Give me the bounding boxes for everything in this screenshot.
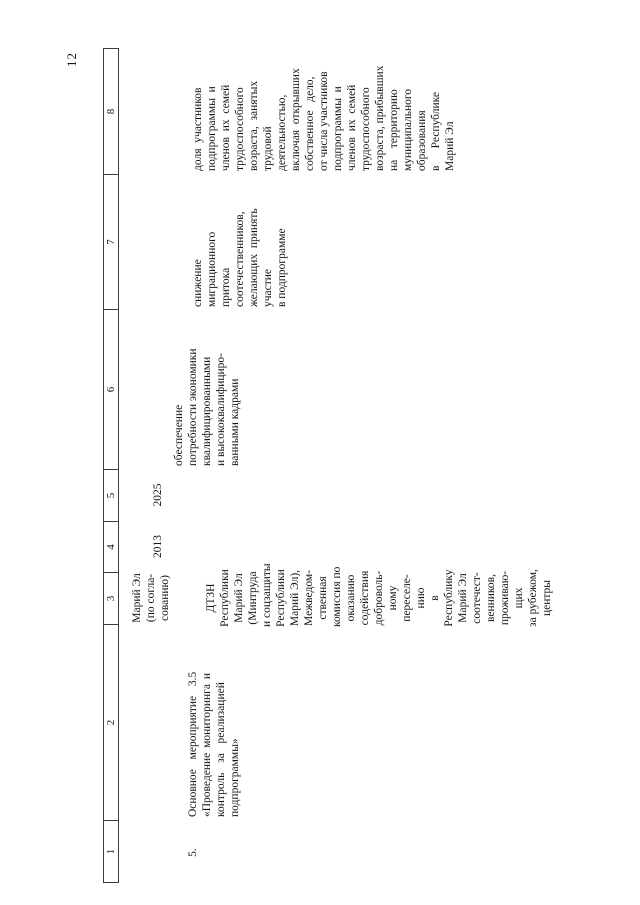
text-line: Межведом- <box>303 570 315 626</box>
text-line: комиссия по <box>331 566 343 627</box>
row5-executor-cell: ДТЗН Республики Марий Эл (Минтруда и соцзащи… <box>204 563 554 627</box>
text-line: доля участников <box>192 87 204 172</box>
text-line: трудоспособного <box>360 87 372 171</box>
text-line: сованию) <box>159 575 171 621</box>
text-line: соотечест- <box>471 572 483 624</box>
text-line: трудоспособного <box>234 87 246 171</box>
text-line: нию <box>415 587 427 609</box>
text-line: муниципального <box>402 88 414 171</box>
text-line: потребности экономики <box>187 348 199 466</box>
text-line: Основное мероприятие 3.5 <box>187 671 199 817</box>
table-column-number-row: 1 2 3 4 5 6 7 8 <box>103 48 119 883</box>
text-line: членов их семей <box>346 84 358 171</box>
text-line: проживаю- <box>499 570 511 626</box>
text-line: Марий Эл <box>233 573 245 623</box>
column-number-5: 5 <box>104 470 118 522</box>
text-line: снижение <box>192 259 204 307</box>
text-line: и высококвалифициро- <box>215 352 227 466</box>
text-line: подпрограммы» <box>229 738 241 817</box>
text-line: желающих принять <box>248 208 260 307</box>
text-line: Республики <box>275 569 287 627</box>
text-line: образования <box>416 110 428 171</box>
text-line: ственная <box>317 576 329 620</box>
text-line: членов их семей <box>220 84 232 171</box>
text-line: собственное дело, <box>304 76 316 171</box>
text-line: Марий Эл), <box>289 569 301 627</box>
text-line: оказанию <box>345 574 357 622</box>
text-line: возраста, прибывших <box>374 65 386 171</box>
text-line: соотечественников, <box>234 211 246 307</box>
row5-measure-name-cell: Основное мероприятие 3.5 «Проведение мони… <box>186 625 242 817</box>
column-number-4: 4 <box>104 522 118 573</box>
text-line: (Минтруда <box>247 571 259 625</box>
text-line: в подпрограмме <box>276 228 288 307</box>
text-line: контроль за реализацией <box>215 682 227 817</box>
text-line: Марий Эл <box>444 121 456 171</box>
text-line: «Проведение мониторинга и <box>201 673 213 817</box>
row5-end-year-cell: 2025 <box>152 483 164 507</box>
text-line: подпрограммы и <box>206 86 218 171</box>
text-line: в <box>429 595 441 601</box>
text-line: возраста, занятых <box>248 80 260 171</box>
row5-expected-result-cell: обеспечение потребности экономики квалифиц… <box>172 308 242 466</box>
text-line: деятельностью, <box>276 94 288 171</box>
text-line: Республики <box>219 569 231 627</box>
row5-number-cell: 5. <box>187 848 199 857</box>
page-number: 12 <box>64 52 79 67</box>
text-line: доброволь- <box>373 570 385 626</box>
text-line: притока <box>220 267 232 307</box>
text-line: квалифицированными <box>201 356 213 466</box>
text-line: ванными кадрами <box>229 378 241 466</box>
text-line: ДТЗН <box>205 583 217 613</box>
text-line: переселе- <box>401 574 413 622</box>
text-line: содействия <box>359 570 371 626</box>
text-line: включая открывших <box>290 68 302 171</box>
text-line: щих <box>513 587 525 609</box>
column-number-6: 6 <box>104 310 118 470</box>
text-line: ному <box>387 585 399 611</box>
column-number-3: 3 <box>104 573 118 625</box>
text-line: от числа участников <box>318 71 330 171</box>
text-line: обеспечение <box>173 404 185 466</box>
column-number-8: 8 <box>104 49 118 175</box>
text-line: за рубежом, <box>527 569 539 627</box>
text-line: миграционного <box>206 231 218 307</box>
text-line: венников, <box>485 574 497 622</box>
text-line: (по согла- <box>145 573 157 623</box>
text-line: Марий Эл <box>131 573 143 623</box>
text-line: Республику <box>443 569 455 627</box>
prev-row-executor-cell-tail: Марий Эл (по согла-сованию) <box>130 569 172 627</box>
row5-indicator-cell: доля участников подпрограммы и членов их с… <box>191 47 457 171</box>
text-line: и соцзащиты <box>261 563 273 627</box>
column-number-7: 7 <box>104 175 118 310</box>
row5-risk-cell: снижение миграционного притока соотечествен… <box>191 174 289 307</box>
text-line: участие <box>262 268 274 307</box>
column-number-1: 1 <box>104 848 117 855</box>
text-line: трудовой <box>262 126 274 171</box>
row5-start-year-cell: 2013 <box>152 535 164 558</box>
text-line: центры <box>541 579 553 617</box>
text-line: подпрограммы и <box>332 86 344 171</box>
column-number-2: 2 <box>104 625 118 821</box>
text-line: Марий Эл <box>457 573 469 623</box>
text-line: в Республике <box>430 91 442 171</box>
text-line: на территорию <box>388 89 400 171</box>
